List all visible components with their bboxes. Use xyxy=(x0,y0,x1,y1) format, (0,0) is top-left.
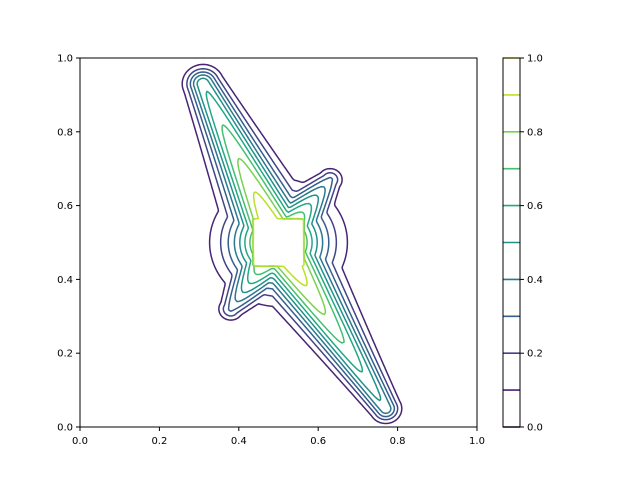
contour-level-line xyxy=(196,77,382,402)
colorbar-frame xyxy=(502,57,521,428)
colorbar-tick-label: 1.0 xyxy=(527,54,543,65)
contour-level-line xyxy=(181,63,403,425)
contour-level-line xyxy=(189,71,396,418)
colorbar-tick-label: 0.2 xyxy=(527,349,543,360)
y-tick-label: 0.8 xyxy=(57,127,73,138)
y-tick-label: 0.2 xyxy=(57,349,73,360)
x-tick-label: 0.6 xyxy=(310,436,326,447)
y-axis-ticks: 0.0 0.2 0.4 0.6 0.8 1.0 xyxy=(57,54,80,434)
colorbar: 0.0 0.2 0.4 0.6 0.8 1.0 xyxy=(502,54,543,434)
x-tick-label: 1.0 xyxy=(469,436,485,447)
contour-lines xyxy=(181,63,403,425)
contour-level-line xyxy=(192,74,392,415)
colorbar-tick-label: 0.8 xyxy=(527,127,543,138)
contour-level-line xyxy=(252,191,308,287)
x-tick-label: 0.4 xyxy=(231,436,247,447)
contour-level-line xyxy=(186,68,399,421)
x-tick-label: 0.2 xyxy=(151,436,167,447)
x-tick-label: 0.0 xyxy=(72,436,88,447)
y-tick-label: 0.4 xyxy=(57,275,73,286)
axes-frame xyxy=(79,57,478,428)
y-tick-label: 0.6 xyxy=(57,201,73,212)
colorbar-tick-label: 0.4 xyxy=(527,275,543,286)
plot-area: 0.0 0.2 0.4 0.6 0.8 1.0 0.0 0.2 0.4 0.6 0.8 1.0 xyxy=(57,54,485,448)
y-tick-label: 1.0 xyxy=(57,54,73,65)
colorbar-ticks: 0.0 0.2 0.4 0.6 0.8 1.0 xyxy=(520,54,543,434)
colorbar-tick-label: 0.6 xyxy=(527,201,543,212)
axes-background xyxy=(80,58,477,427)
x-tick-label: 0.8 xyxy=(390,436,406,447)
colorbar-tick-label: 0.0 xyxy=(527,423,543,434)
contour-level-line xyxy=(205,90,364,373)
x-axis-ticks: 0.0 0.2 0.4 0.6 0.8 1.0 xyxy=(72,427,485,447)
y-tick-label: 0.0 xyxy=(57,423,73,434)
